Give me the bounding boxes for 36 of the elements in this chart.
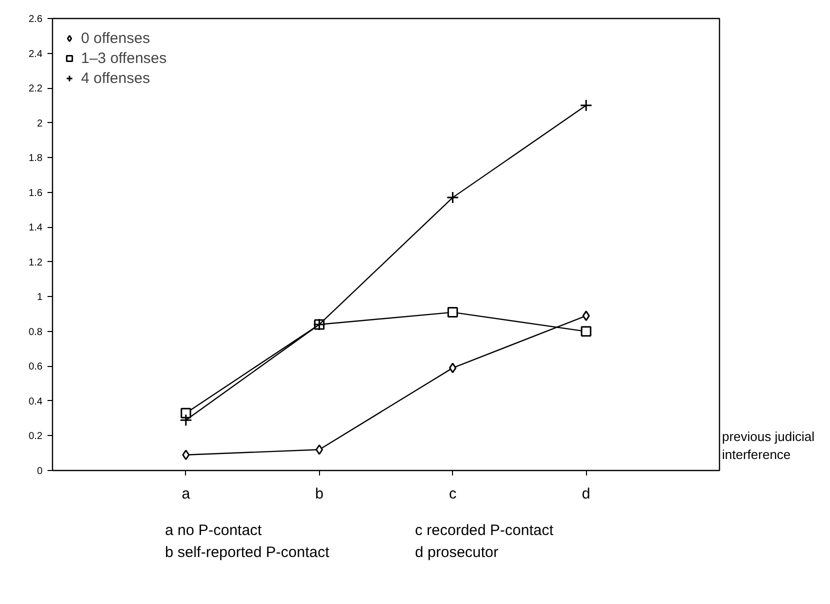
y-tick-label: 2 <box>36 118 43 130</box>
text: a no P-contact <box>165 522 262 539</box>
x-tick-label: a <box>182 486 191 502</box>
legend-label: 1–3 offenses <box>81 49 167 67</box>
y-tick-label: 0.6 <box>28 362 43 373</box>
text: b self-reported P-contact <box>165 544 330 561</box>
text: c recorded P-contact <box>415 522 554 539</box>
y-tick-label: 1.6 <box>28 188 43 199</box>
y-tick-label: 1 <box>36 292 43 304</box>
point <box>582 310 590 322</box>
point <box>448 362 456 374</box>
y-tick-label: 2.2 <box>28 84 43 95</box>
point <box>447 307 458 318</box>
x-tick-label: b <box>315 486 324 502</box>
point <box>316 444 324 455</box>
x-axis-title: previous judicial interference <box>722 428 816 464</box>
y-tick-label: 0.8 <box>28 326 43 338</box>
y-tick-label: 1.4 <box>28 222 43 234</box>
point <box>580 326 592 337</box>
y-tick-label: 0 <box>36 466 43 477</box>
text: d prosecutor <box>415 544 498 561</box>
point <box>180 414 192 426</box>
legend-label: 4 offenses <box>81 69 150 87</box>
x-tick-label: c <box>448 486 457 502</box>
legend-label: 0 offenses <box>81 29 150 47</box>
y-tick-label: 0.4 <box>28 396 43 408</box>
y-tick-label: 0.2 <box>28 431 43 442</box>
point <box>446 191 459 204</box>
x-tick-label: d <box>582 486 590 502</box>
point <box>182 450 190 460</box>
y-tick-label: 1.2 <box>28 257 43 268</box>
y-tick-label: 2.6 <box>28 14 43 25</box>
point <box>580 99 592 112</box>
y-tick-label: 2.4 <box>28 48 43 60</box>
y-tick-label: 1.8 <box>28 153 43 164</box>
point <box>180 408 192 418</box>
